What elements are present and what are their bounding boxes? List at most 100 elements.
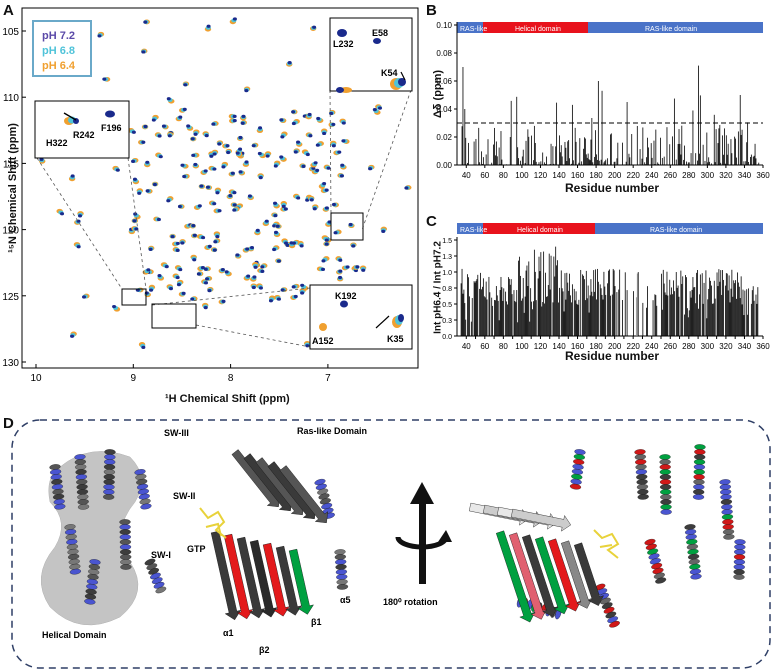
- helix-turn: [120, 554, 132, 560]
- gtp-ligand-left: [199, 507, 227, 539]
- beta-strand: [560, 540, 593, 609]
- b-bar: [739, 95, 741, 165]
- b-bar: [564, 141, 566, 165]
- nmr-peak: [143, 20, 148, 24]
- c-bar: [673, 291, 675, 336]
- nmr-peak: [203, 169, 208, 173]
- c-bar: [720, 270, 722, 336]
- c-bar: [686, 277, 687, 336]
- nmr-peak: [372, 107, 377, 112]
- c-bar: [664, 292, 666, 336]
- b-bar: [616, 158, 618, 165]
- nmr-peak: [176, 283, 181, 287]
- c-bar: [517, 322, 519, 336]
- nmr-peak: [178, 115, 183, 119]
- nmr-peak: [272, 224, 277, 228]
- b-bar: [653, 140, 655, 165]
- helix-turn: [693, 464, 706, 470]
- a-xtick-label: 9: [131, 373, 137, 384]
- b-bar: [473, 141, 475, 165]
- b-bar: [559, 135, 560, 165]
- c-bar: [733, 280, 735, 336]
- c-bar: [678, 296, 680, 336]
- c-bar: [635, 297, 637, 336]
- nmr-peak: [230, 171, 235, 175]
- c-bar: [575, 291, 577, 336]
- c-bar: [717, 286, 719, 336]
- c-bar: [646, 307, 647, 336]
- c-domain-2: Helical domain: [517, 227, 563, 234]
- c-bar: [569, 273, 570, 336]
- b-bar: [629, 157, 631, 165]
- nmr-peak: [199, 184, 204, 188]
- nmr-peak: [253, 265, 258, 269]
- label-alpha1: α1: [223, 628, 234, 638]
- c-bar: [699, 294, 700, 336]
- helix-turn: [721, 504, 733, 510]
- c-bar: [691, 289, 693, 336]
- c-bar: [616, 292, 618, 336]
- panel-b-ylabel: Δδ (ppm): [432, 69, 444, 119]
- b-xtick-label: 320: [719, 171, 733, 180]
- c-xtick-label: 60: [480, 342, 489, 351]
- c-bar: [495, 286, 497, 336]
- b-xtick-label: 40: [462, 171, 471, 180]
- c-bar: [520, 275, 521, 336]
- nmr-peak: [131, 159, 136, 163]
- c-bar: [686, 308, 688, 336]
- c-bar: [483, 296, 485, 336]
- b-bar: [534, 142, 536, 165]
- helix-turn: [69, 568, 82, 575]
- c-bar: [463, 289, 465, 336]
- panel-letter-d: D: [3, 415, 14, 432]
- c-bar: [753, 300, 755, 336]
- nmr-peak: [78, 214, 83, 218]
- helix-turn: [720, 489, 732, 495]
- label-ras-domain: Ras-like Domain: [297, 426, 367, 436]
- nmr-peak: [281, 204, 286, 208]
- b-bar: [537, 164, 539, 165]
- c-bar: [500, 276, 502, 336]
- c-bar: [502, 300, 504, 336]
- c-bar: [603, 271, 605, 336]
- c-bar: [554, 276, 556, 336]
- c-bar: [488, 276, 490, 336]
- b-bar: [500, 131, 502, 165]
- b-bar: [683, 159, 685, 165]
- c-bar: [725, 273, 727, 336]
- helix-turn: [721, 509, 733, 515]
- c-bar: [736, 298, 737, 336]
- nmr-peak: [206, 24, 211, 28]
- b-bar: [663, 156, 665, 165]
- nmr-peak: [201, 235, 206, 240]
- nmr-peak: [368, 167, 373, 171]
- c-bar: [520, 300, 522, 336]
- c-bar: [531, 301, 532, 336]
- b-bar: [735, 138, 736, 165]
- helix-turn: [659, 479, 672, 485]
- nmr-peak: [157, 274, 162, 278]
- nmr-peak: [247, 194, 252, 198]
- nmr-peak: [283, 207, 288, 211]
- nmr-peak: [141, 140, 146, 144]
- nmr-peak: [235, 253, 240, 257]
- helix-turn: [694, 449, 706, 455]
- b-bar: [587, 153, 589, 165]
- c-bar: [684, 314, 685, 336]
- nmr-peak: [180, 163, 185, 167]
- c-bar: [543, 251, 545, 336]
- helix-turn: [660, 489, 672, 495]
- label-alpha5: α5: [340, 595, 351, 605]
- label-rotation: 180⁰ rotation: [383, 597, 438, 607]
- c-bar: [550, 255, 552, 336]
- b-bar: [730, 139, 732, 165]
- b-bar: [597, 159, 598, 165]
- nmr-peak: [305, 198, 310, 202]
- nmr-peak: [291, 110, 296, 114]
- b-bar: [535, 161, 537, 165]
- helix-turn: [733, 559, 746, 565]
- helix-turn: [635, 464, 647, 470]
- nmr-peak: [284, 241, 289, 245]
- b-xtick-label: 180: [589, 171, 603, 180]
- c-bar: [522, 278, 524, 336]
